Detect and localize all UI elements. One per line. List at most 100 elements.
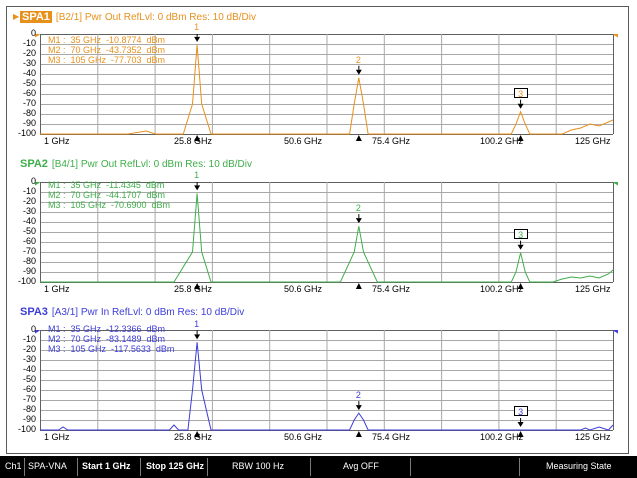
y-tick-label: -60 [22,236,36,246]
marker-axis-icon[interactable] [194,135,201,141]
marker-axis-icon[interactable] [517,135,524,141]
y-tick-label: -60 [22,88,36,98]
marker-pointer-icon[interactable] [517,103,524,109]
marker-pointer-icon[interactable] [194,185,201,191]
x-tick-label: 25.8 GHz [174,432,213,442]
status-separator [77,458,78,476]
marker-pointer-icon[interactable] [355,218,362,224]
averaging-setting[interactable]: Avg OFF [343,461,379,471]
marker-pointer-icon[interactable] [194,334,201,340]
y-tick-label: 0 [30,176,36,186]
x-tick-label: 25.8 GHz [174,136,213,146]
x-tick-label: 50.6 GHz [284,284,323,294]
marker-axis-icon[interactable] [355,431,362,437]
panel-3-name[interactable]: SPA3 [20,306,48,318]
x-tick-label: 75.4 GHz [372,432,411,442]
marker-axis-icon[interactable] [517,431,524,437]
marker-number-label: 1 [194,319,200,330]
marker-number-label: 2 [355,203,361,214]
y-tick-label: -80 [22,404,36,414]
marker-axis-icon[interactable] [517,283,524,289]
ref-level-right-icon [613,182,618,186]
trace-line [40,44,614,135]
y-tick-label: -10 [22,334,36,344]
y-tick-label: -40 [22,68,36,78]
y-tick-label: -50 [22,78,36,88]
marker-readout-2: M2 : 70 GHz -44.1707 dBm [48,189,166,200]
panel-3-header: SPA3 [A3/1] Pwr In RefLvl: 0 dBm Res: 10 … [20,306,244,318]
stop-frequency[interactable]: Stop 125 GHz [146,461,205,471]
y-tick-label: -60 [22,384,36,394]
x-tick-label: 1 GHz [44,136,70,146]
marker-axis-icon[interactable] [355,283,362,289]
active-marker-label[interactable]: 3 [513,228,528,240]
x-tick-label: 25.8 GHz [174,284,213,294]
y-tick-label: -40 [22,216,36,226]
start-frequency[interactable]: Start 1 GHz [82,461,131,471]
marker-readout-3: M3 : 105 GHz -117.5633 dBm [48,343,175,354]
x-tick-label: 100.2 GHz [480,432,524,442]
active-marker-label[interactable]: 3 [513,87,528,99]
y-tick-label: -20 [22,48,36,58]
spectrum-plot[interactable] [0,182,637,296]
y-tick-label: -70 [22,98,36,108]
marker-readout-3: M3 : 105 GHz -70.6900 dBm [48,199,171,210]
spectrum-plot[interactable] [0,34,637,148]
panel-1-name[interactable]: SPA1 [20,11,52,23]
marker-pointer-icon[interactable] [517,422,524,427]
ref-level-right-icon [613,34,618,38]
y-tick-label: -20 [22,196,36,206]
status-bar [0,456,637,478]
marker-number-label: 2 [355,54,361,65]
display-frame [6,6,629,454]
marker-axis-icon[interactable] [355,135,362,141]
y-tick-label: -100 [17,424,36,434]
trace-line [40,342,614,431]
y-tick-label: -10 [22,186,36,196]
y-tick-label: -80 [22,256,36,266]
y-tick-label: -70 [22,246,36,256]
y-tick-label: -80 [22,108,36,118]
active-marker-label[interactable]: 3 [513,406,528,417]
marker-axis-icon[interactable] [194,283,201,289]
y-tick-label: -100 [17,276,36,286]
status-separator [310,458,311,476]
y-tick-label: -20 [22,344,36,354]
trace-line [40,193,614,283]
marker-number-label: 1 [194,170,200,181]
x-tick-label: 75.4 GHz [372,136,411,146]
mode-indicator[interactable]: SPA-VNA [28,461,67,471]
active-trace-arrow-icon: ▶ [13,12,20,21]
status-separator [207,458,208,476]
y-tick-label: -50 [22,226,36,236]
y-tick-label: -40 [22,364,36,374]
panel-2-name[interactable]: SPA2 [20,158,48,170]
marker-number-label: 1 [194,21,200,32]
marker-readout-1: M1 : 35 GHz -10.8774 dBm [48,35,166,45]
x-tick-label: 125 GHz [575,432,611,442]
status-separator [410,458,411,476]
ref-level-left-icon [35,34,40,38]
marker-axis-icon[interactable] [194,431,201,437]
channel-indicator[interactable]: Ch1 [5,461,22,471]
rbw-setting[interactable]: RBW 100 Hz [232,461,285,471]
x-tick-label: 1 GHz [44,284,70,294]
marker-pointer-icon[interactable] [355,405,362,411]
marker-readout-2: M2 : 70 GHz -83.1489 dBm [48,333,166,344]
x-tick-label: 125 GHz [575,136,611,146]
marker-pointer-icon[interactable] [355,69,362,75]
y-tick-label: 0 [30,28,36,38]
status-separator [140,458,141,476]
ref-level-left-icon [35,330,40,334]
grid-lines [40,34,614,135]
marker-readout-2: M2 : 70 GHz -43.7352 dBm [48,44,166,55]
y-tick-label: -10 [22,38,36,48]
marker-pointer-icon[interactable] [194,36,201,42]
y-tick-label: -90 [22,414,36,424]
x-tick-label: 125 GHz [575,284,611,294]
marker-pointer-icon[interactable] [517,244,524,250]
y-tick-label: -50 [22,374,36,384]
measuring-state: Measuring State [546,461,612,471]
panel-1-title: [B2/1] Pwr Out RefLvl: 0 dBm Res: 10 dB/… [55,12,256,23]
